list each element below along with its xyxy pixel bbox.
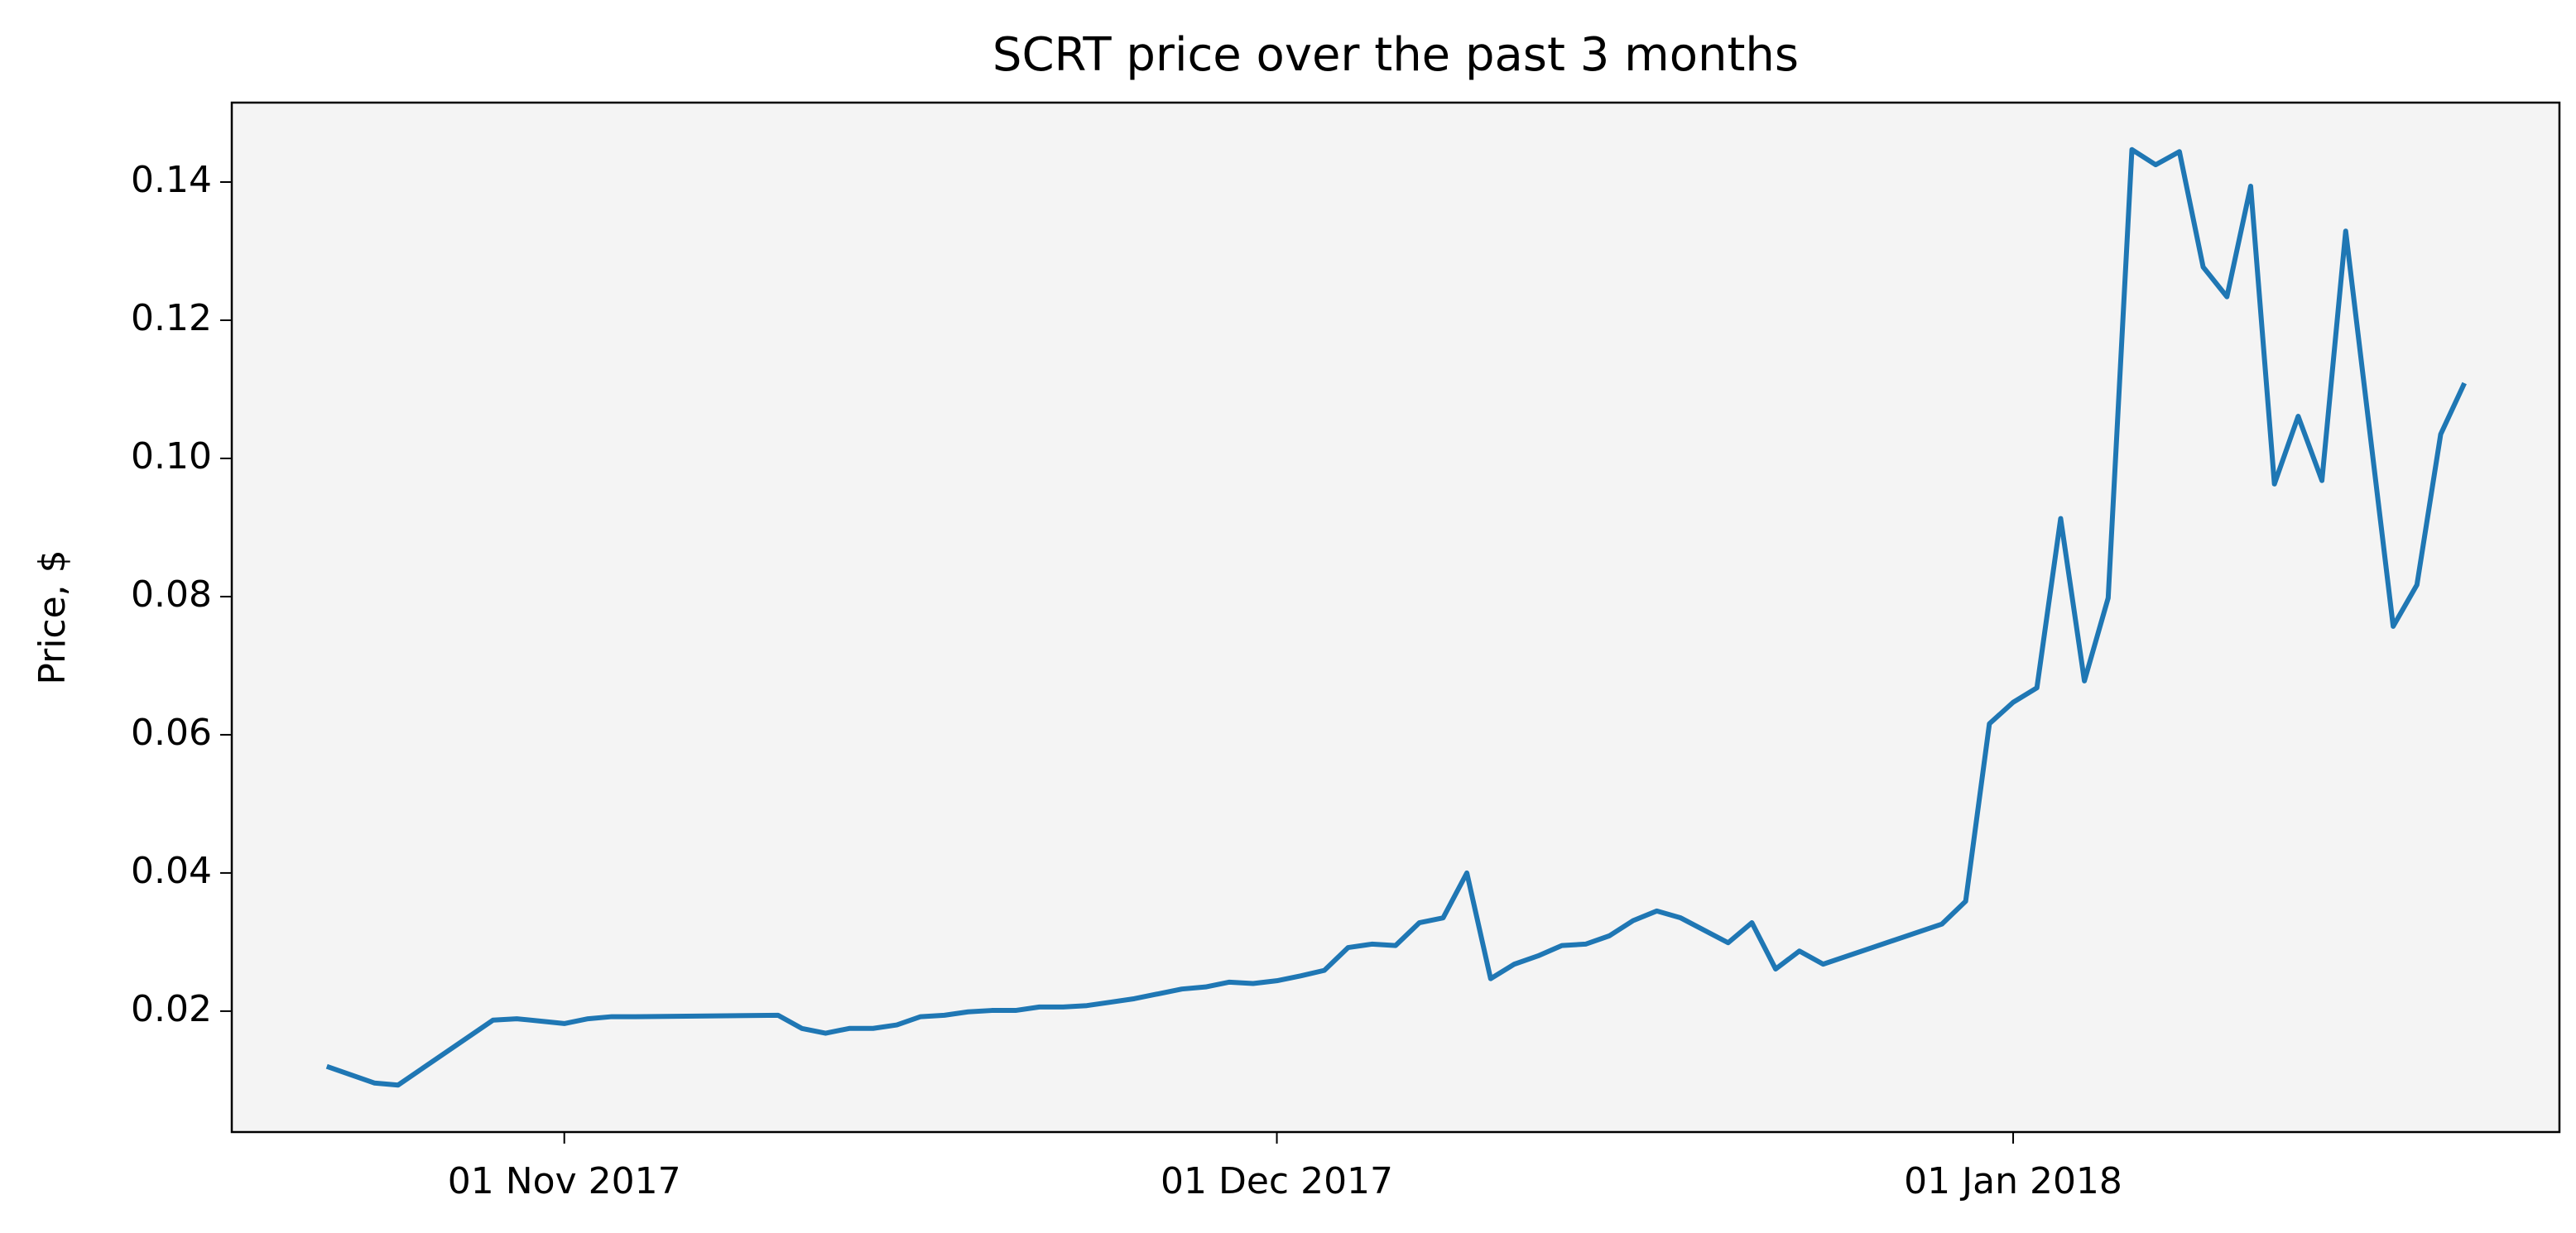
- y-tick-label: 0.10: [131, 435, 212, 477]
- y-tick-label: 0.02: [131, 988, 212, 1030]
- x-tick-label: 01 Jan 2018: [1904, 1160, 2122, 1202]
- y-axis-label: Price, $: [31, 549, 74, 684]
- y-tick-label: 0.08: [131, 573, 212, 616]
- y-tick-label: 0.12: [131, 297, 212, 339]
- price-line: [325, 146, 2467, 1088]
- x-tick-label: 01 Nov 2017: [448, 1160, 681, 1202]
- axes-frame: [230, 101, 2561, 1134]
- x-tick-label: 01 Dec 2017: [1161, 1160, 1393, 1202]
- y-tick-label: 0.06: [131, 712, 212, 754]
- plot-area: [232, 103, 2559, 1132]
- chart-title: SCRT price over the past 3 months: [992, 28, 1799, 82]
- y-tick-label: 0.14: [131, 159, 212, 201]
- y-tick-label: 0.04: [131, 850, 212, 892]
